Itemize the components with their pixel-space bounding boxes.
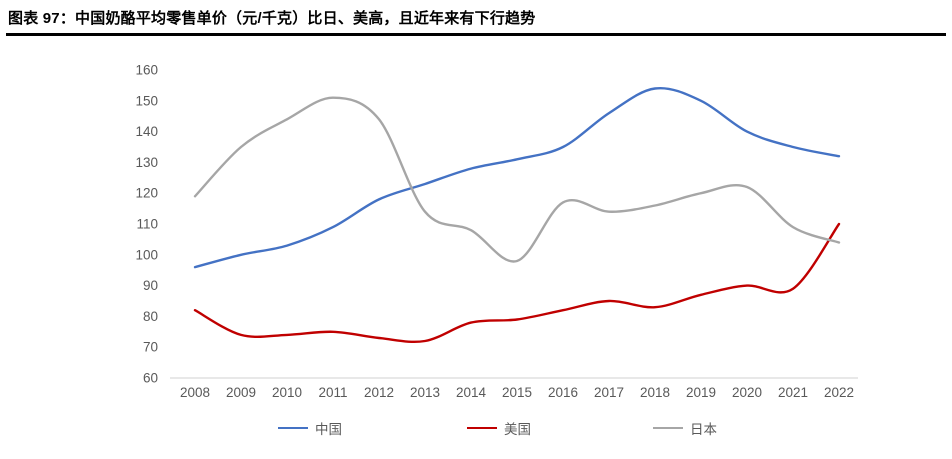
legend-line-swatch-japan [653, 427, 683, 429]
x-axis-tick-label: 2012 [364, 385, 394, 400]
legend-label-japan: 日本 [690, 422, 717, 437]
x-axis-tick-label: 2022 [824, 385, 854, 400]
legend-item-us: 美国 [467, 419, 531, 437]
series-line-2 [193, 96, 841, 263]
x-axis-tick-label: 2008 [180, 385, 210, 400]
x-axis-tick-label: 2015 [502, 385, 532, 400]
x-axis-tick-label: 2014 [456, 385, 487, 400]
x-axis-tick-label: 2011 [318, 385, 347, 400]
series-line-1 [193, 222, 841, 344]
chart-legend: 中国 美国 日本 [0, 419, 952, 439]
x-axis-tick-label: 2020 [732, 385, 762, 400]
title-divider [6, 33, 946, 36]
y-axis-tick-label: 90 [143, 278, 158, 293]
y-axis-tick-label: 80 [143, 309, 158, 324]
y-axis-tick-label: 60 [143, 371, 158, 386]
legend-label-us: 美国 [504, 422, 531, 437]
x-axis-tick-label: 2021 [778, 385, 808, 400]
y-axis-tick-label: 120 [135, 186, 158, 201]
x-axis-tick-label: 2013 [410, 385, 440, 400]
x-axis-tick-label: 2009 [226, 385, 256, 400]
legend-line-swatch-china [278, 427, 308, 429]
y-axis-tick-label: 70 [143, 340, 158, 355]
legend-label-china: 中国 [315, 422, 342, 437]
x-axis-tick-label: 2019 [686, 385, 716, 400]
y-axis-tick-label: 160 [135, 63, 158, 78]
x-axis-tick-label: 2016 [548, 385, 578, 400]
y-axis-tick-label: 100 [135, 247, 158, 262]
x-axis-tick-label: 2018 [640, 385, 670, 400]
figure-title: 图表 97：中国奶酪平均零售单价（元/千克）比日、美高，且近年来有下行趋势 [8, 10, 536, 27]
y-axis-tick-label: 110 [136, 217, 158, 232]
series-line-0 [193, 86, 841, 269]
legend-item-japan: 日本 [653, 419, 717, 437]
legend-item-china: 中国 [278, 419, 342, 437]
x-axis-tick-label: 2010 [272, 385, 302, 400]
y-axis-tick-label: 130 [135, 155, 158, 170]
x-axis-tick-label: 2017 [594, 385, 624, 400]
y-axis-tick-label: 150 [135, 93, 158, 108]
legend-line-swatch-us [467, 427, 497, 429]
y-axis-tick-label: 140 [135, 124, 158, 139]
